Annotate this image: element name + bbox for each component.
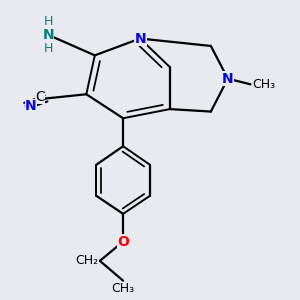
- Text: CH₃: CH₃: [252, 78, 275, 91]
- Text: N: N: [42, 28, 54, 42]
- Text: N: N: [134, 32, 146, 46]
- Text: N: N: [222, 72, 234, 86]
- Text: H: H: [44, 15, 53, 28]
- Text: C: C: [35, 90, 45, 104]
- Text: CH₂: CH₂: [75, 254, 98, 267]
- Text: O: O: [117, 235, 129, 249]
- Text: CH₃: CH₃: [112, 282, 135, 295]
- Text: N: N: [25, 99, 37, 113]
- Text: H: H: [44, 42, 53, 55]
